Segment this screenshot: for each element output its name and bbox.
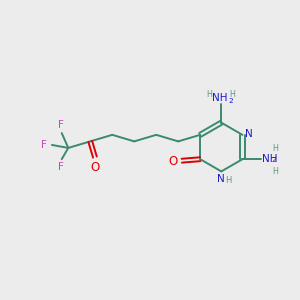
Text: N: N — [217, 174, 225, 184]
Text: O: O — [168, 155, 178, 168]
Text: F: F — [41, 140, 47, 150]
Text: F: F — [58, 120, 64, 130]
Text: O: O — [90, 160, 100, 174]
Text: H: H — [272, 167, 278, 176]
Text: N: N — [245, 129, 253, 139]
Text: H: H — [272, 144, 278, 153]
Text: H: H — [225, 176, 232, 184]
Text: NH: NH — [262, 154, 278, 164]
Text: NH: NH — [212, 93, 228, 103]
Text: H: H — [230, 90, 236, 99]
Text: 2: 2 — [271, 158, 276, 164]
Text: F: F — [58, 162, 64, 172]
Text: 2: 2 — [228, 98, 233, 104]
Text: H: H — [206, 90, 212, 99]
